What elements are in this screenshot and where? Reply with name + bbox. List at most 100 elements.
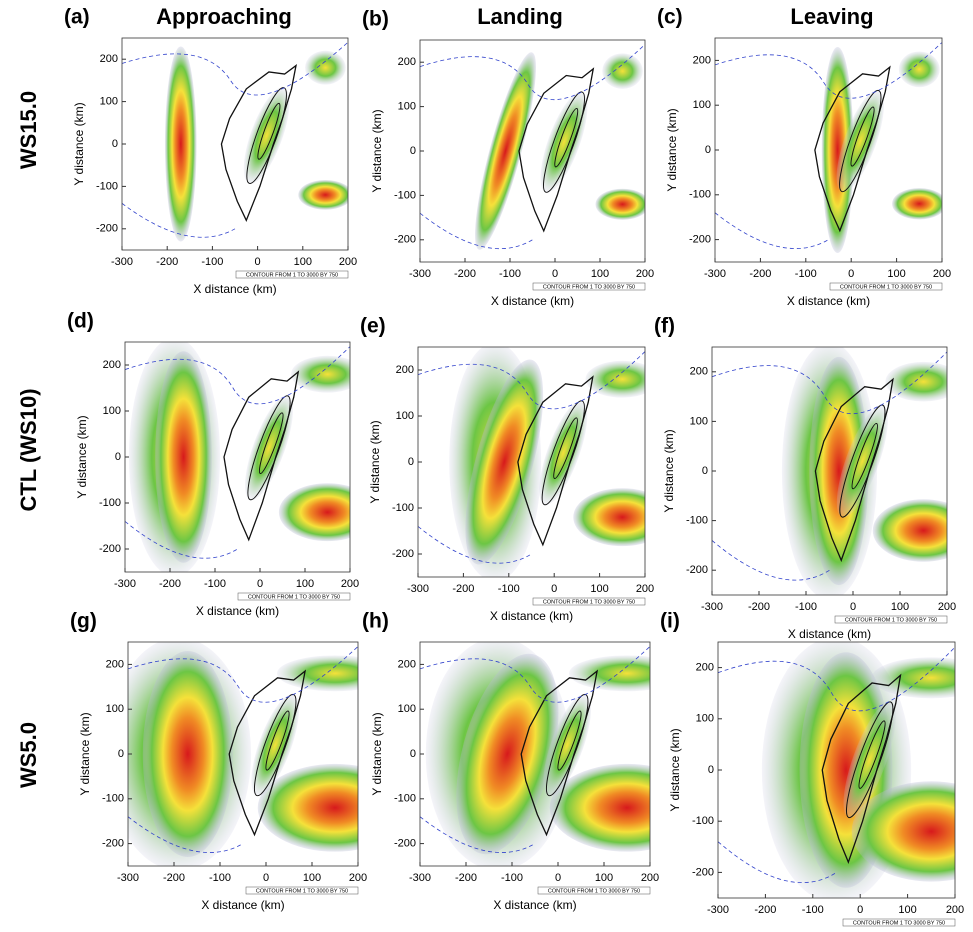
dashed-contour	[125, 346, 350, 405]
x-tick-label: 200	[339, 256, 357, 268]
coastline	[520, 669, 599, 837]
y-tick-label: 0	[410, 748, 416, 760]
x-tick-label: -300	[111, 256, 133, 268]
y-tick-label: 200	[398, 658, 416, 670]
y-tick-label: -100	[686, 515, 708, 527]
x-tick-label: 100	[898, 904, 916, 916]
y-tick-label: -100	[394, 793, 416, 805]
echo-area	[595, 188, 645, 220]
echo-area	[573, 488, 645, 547]
echo-area	[549, 763, 650, 852]
y-tick-label: 0	[118, 748, 124, 760]
x-tick-label: -200	[163, 872, 185, 884]
echo-area	[243, 87, 290, 184]
x-tick-label: 0	[257, 578, 263, 590]
row-header: CTL (WS10)	[16, 388, 41, 511]
panel: -300 -200 -100 0 100 200 200 100 0 -100 -200 CONTOU…	[64, 6, 357, 297]
echo-area	[142, 650, 233, 858]
dashed-contour	[715, 42, 942, 99]
y-tick-label: -200	[102, 838, 124, 850]
panel-label: (a)	[64, 6, 90, 29]
y-tick-label: 200	[696, 662, 714, 674]
y-tick-label: -200	[686, 564, 708, 576]
field	[420, 642, 650, 866]
echo-area	[298, 180, 348, 210]
x-tick-label: -300	[117, 872, 139, 884]
coastline	[821, 673, 902, 864]
coastline	[223, 370, 300, 542]
terrain-contour	[851, 422, 878, 490]
echo-area	[851, 781, 955, 882]
y-axis-label: Y distance (km)	[370, 109, 384, 192]
x-tick-label: -300	[704, 268, 726, 280]
field	[712, 347, 947, 595]
y-tick-label: 100	[690, 415, 708, 427]
x-tick-label: -200	[748, 601, 770, 613]
dashed-contour	[418, 351, 645, 410]
x-tick-label: -300	[409, 268, 431, 280]
x-tick-label: -100	[795, 601, 817, 613]
column-header: Approaching	[156, 4, 292, 29]
contour-note: CONTOUR FROM 1 TO 3000 BY 750	[853, 920, 945, 926]
echo-area	[277, 655, 358, 692]
x-tick-label: 100	[595, 872, 613, 884]
panel: -300 -200 -100 0 100 200 200 100 0 -100 -200 CONTOU…	[67, 310, 359, 619]
x-tick-label: -300	[701, 601, 723, 613]
y-tick-label: -100	[392, 502, 414, 514]
terrain-contour	[839, 404, 886, 518]
dashed-contour	[420, 646, 650, 703]
x-tick-label: 0	[555, 872, 561, 884]
y-tick-label: 0	[408, 456, 414, 468]
column-header: Landing	[477, 4, 563, 29]
x-tick-label: -100	[204, 578, 226, 590]
y-tick-label: -200	[392, 548, 414, 560]
x-tick-label: 100	[303, 872, 321, 884]
x-tick-label: 100	[591, 268, 609, 280]
x-tick-label: 100	[891, 601, 909, 613]
panel: -300 -200 -100 0 100 200 200 100 0 -100 -200 CONTOU…	[362, 610, 659, 913]
contour-note: CONTOUR FROM 1 TO 3000 BY 750	[246, 272, 338, 278]
x-tick-label: 100	[590, 583, 608, 595]
terrain-contour	[845, 701, 894, 819]
field	[125, 342, 350, 572]
contour-note: CONTOUR FROM 1 TO 3000 BY 750	[840, 284, 932, 290]
x-tick-label: 200	[938, 601, 956, 613]
y-tick-label: 100	[693, 99, 711, 111]
echo-area	[836, 90, 884, 192]
x-axis-label: X distance (km)	[193, 282, 276, 296]
coastline	[517, 375, 594, 547]
echo-area	[291, 355, 350, 393]
x-tick-label: 0	[551, 583, 557, 595]
y-tick-label: 200	[396, 364, 414, 376]
column-header: Leaving	[790, 4, 873, 29]
y-axis-label: Y distance (km)	[665, 108, 679, 191]
x-tick-label: -100	[795, 268, 817, 280]
echo-area	[257, 763, 358, 852]
field	[418, 347, 645, 577]
echo-area	[155, 351, 212, 563]
y-tick-label: -200	[394, 234, 416, 246]
field	[420, 40, 645, 262]
note-box	[235, 270, 349, 279]
y-tick-label: 0	[708, 764, 714, 776]
coastline	[518, 67, 595, 233]
x-tick-label: 100	[294, 256, 312, 268]
x-tick-label: -300	[707, 904, 729, 916]
panel-label: (i)	[660, 610, 680, 633]
x-tick-label: -100	[209, 872, 231, 884]
echo-area	[164, 46, 197, 242]
y-tick-label: 100	[398, 101, 416, 113]
note-box	[532, 282, 646, 291]
dashed-contour	[420, 212, 533, 250]
echo-area	[465, 359, 544, 565]
y-axis-label: Y distance (km)	[78, 712, 92, 795]
terrain-contour	[850, 106, 875, 167]
dashed-contour	[718, 646, 955, 712]
x-tick-label: 0	[848, 268, 854, 280]
terrain-contour	[541, 400, 585, 506]
panel: -300 -200 -100 0 100 200 200 100 0 -100 -200 CONTOU…	[654, 315, 956, 642]
terrain-contour	[858, 720, 886, 789]
note-box	[829, 282, 943, 291]
y-tick-label: -100	[102, 793, 124, 805]
